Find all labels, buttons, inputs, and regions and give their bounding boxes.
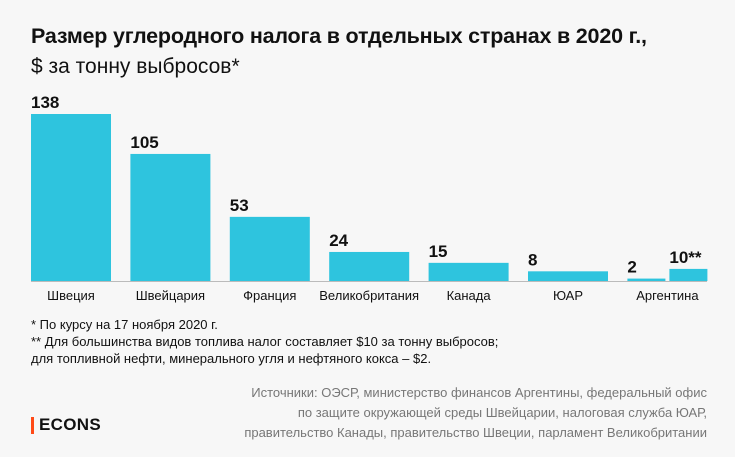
data-label-cat-2: 53 <box>230 196 249 215</box>
x-tick-label-cat-0: Швеция <box>47 288 95 303</box>
chart-subtitle: $ за тонну выбросов* <box>31 55 240 78</box>
logo-accent-bar <box>31 416 34 434</box>
logo-text: ECONS <box>39 415 101 434</box>
x-tick-label-cat-5: ЮАР <box>553 288 583 303</box>
data-label-cat-5: 8 <box>528 250 537 269</box>
bar-cat-3 <box>329 251 410 281</box>
footnote-2: ** Для большинства видов топлива налог с… <box>31 334 499 349</box>
bar-cat-6-secondary <box>627 278 666 281</box>
footnotes: * По курсу на 17 ноября 2020 г. ** Для б… <box>31 316 498 367</box>
data-label-cat-3: 24 <box>329 231 348 250</box>
data-label-cat-6-secondary: 2 <box>627 258 636 277</box>
bar-chart: 138 Швеция 105 Швейцария 53 Франция 24 Великобр… <box>31 93 708 303</box>
sources: Источники: ОЭСР, министерство финансов А… <box>244 383 707 443</box>
bar-cat-5 <box>528 271 608 281</box>
bar-cat-4 <box>428 262 509 281</box>
x-tick-label-cat-3: Великобритания <box>319 288 419 303</box>
data-label-cat-6: 10** <box>669 248 702 267</box>
bar-cat-2 <box>229 216 310 281</box>
footnote-1: * По курсу на 17 ноября 2020 г. <box>31 317 218 332</box>
x-tick-label-cat-1: Швейцария <box>136 288 205 303</box>
footnote-3: для топливной нефти, минерального угля и… <box>31 351 432 366</box>
bar-cat-1 <box>130 153 211 281</box>
bar-cat-0 <box>31 114 111 281</box>
x-tick-label-cat-4: Канада <box>447 288 492 303</box>
sources-line-3: правительство Канады, правительство Швец… <box>244 425 707 440</box>
data-label-cat-4: 15 <box>429 242 448 261</box>
data-label-cat-1: 105 <box>130 133 158 152</box>
econs-logo: ECONS <box>31 415 101 435</box>
x-tick-label-cat-6: Аргентина <box>636 288 699 303</box>
chart-title: Размер углеродного налога в отдельных ст… <box>31 24 647 48</box>
sources-line-2: по защите окружающей среды Швейцарии, на… <box>297 405 707 420</box>
x-tick-label-cat-2: Франция <box>243 288 296 303</box>
data-label-cat-0: 138 <box>31 93 59 112</box>
bar-cat-6 <box>669 268 708 281</box>
sources-line-1: Источники: ОЭСР, министерство финансов А… <box>251 385 707 400</box>
